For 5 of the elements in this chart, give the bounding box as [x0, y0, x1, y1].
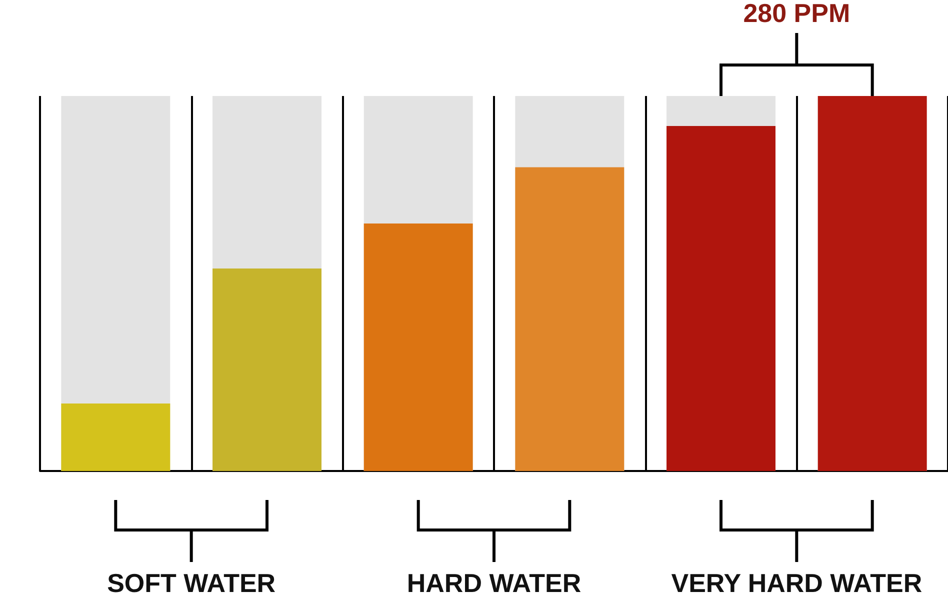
text: SOFT WATER: [107, 568, 276, 595]
text: VERY HARD WATER: [671, 568, 922, 595]
text: HARD WATER: [406, 568, 582, 595]
bar: [61, 404, 170, 471]
text: 280 PPM: [743, 0, 850, 28]
